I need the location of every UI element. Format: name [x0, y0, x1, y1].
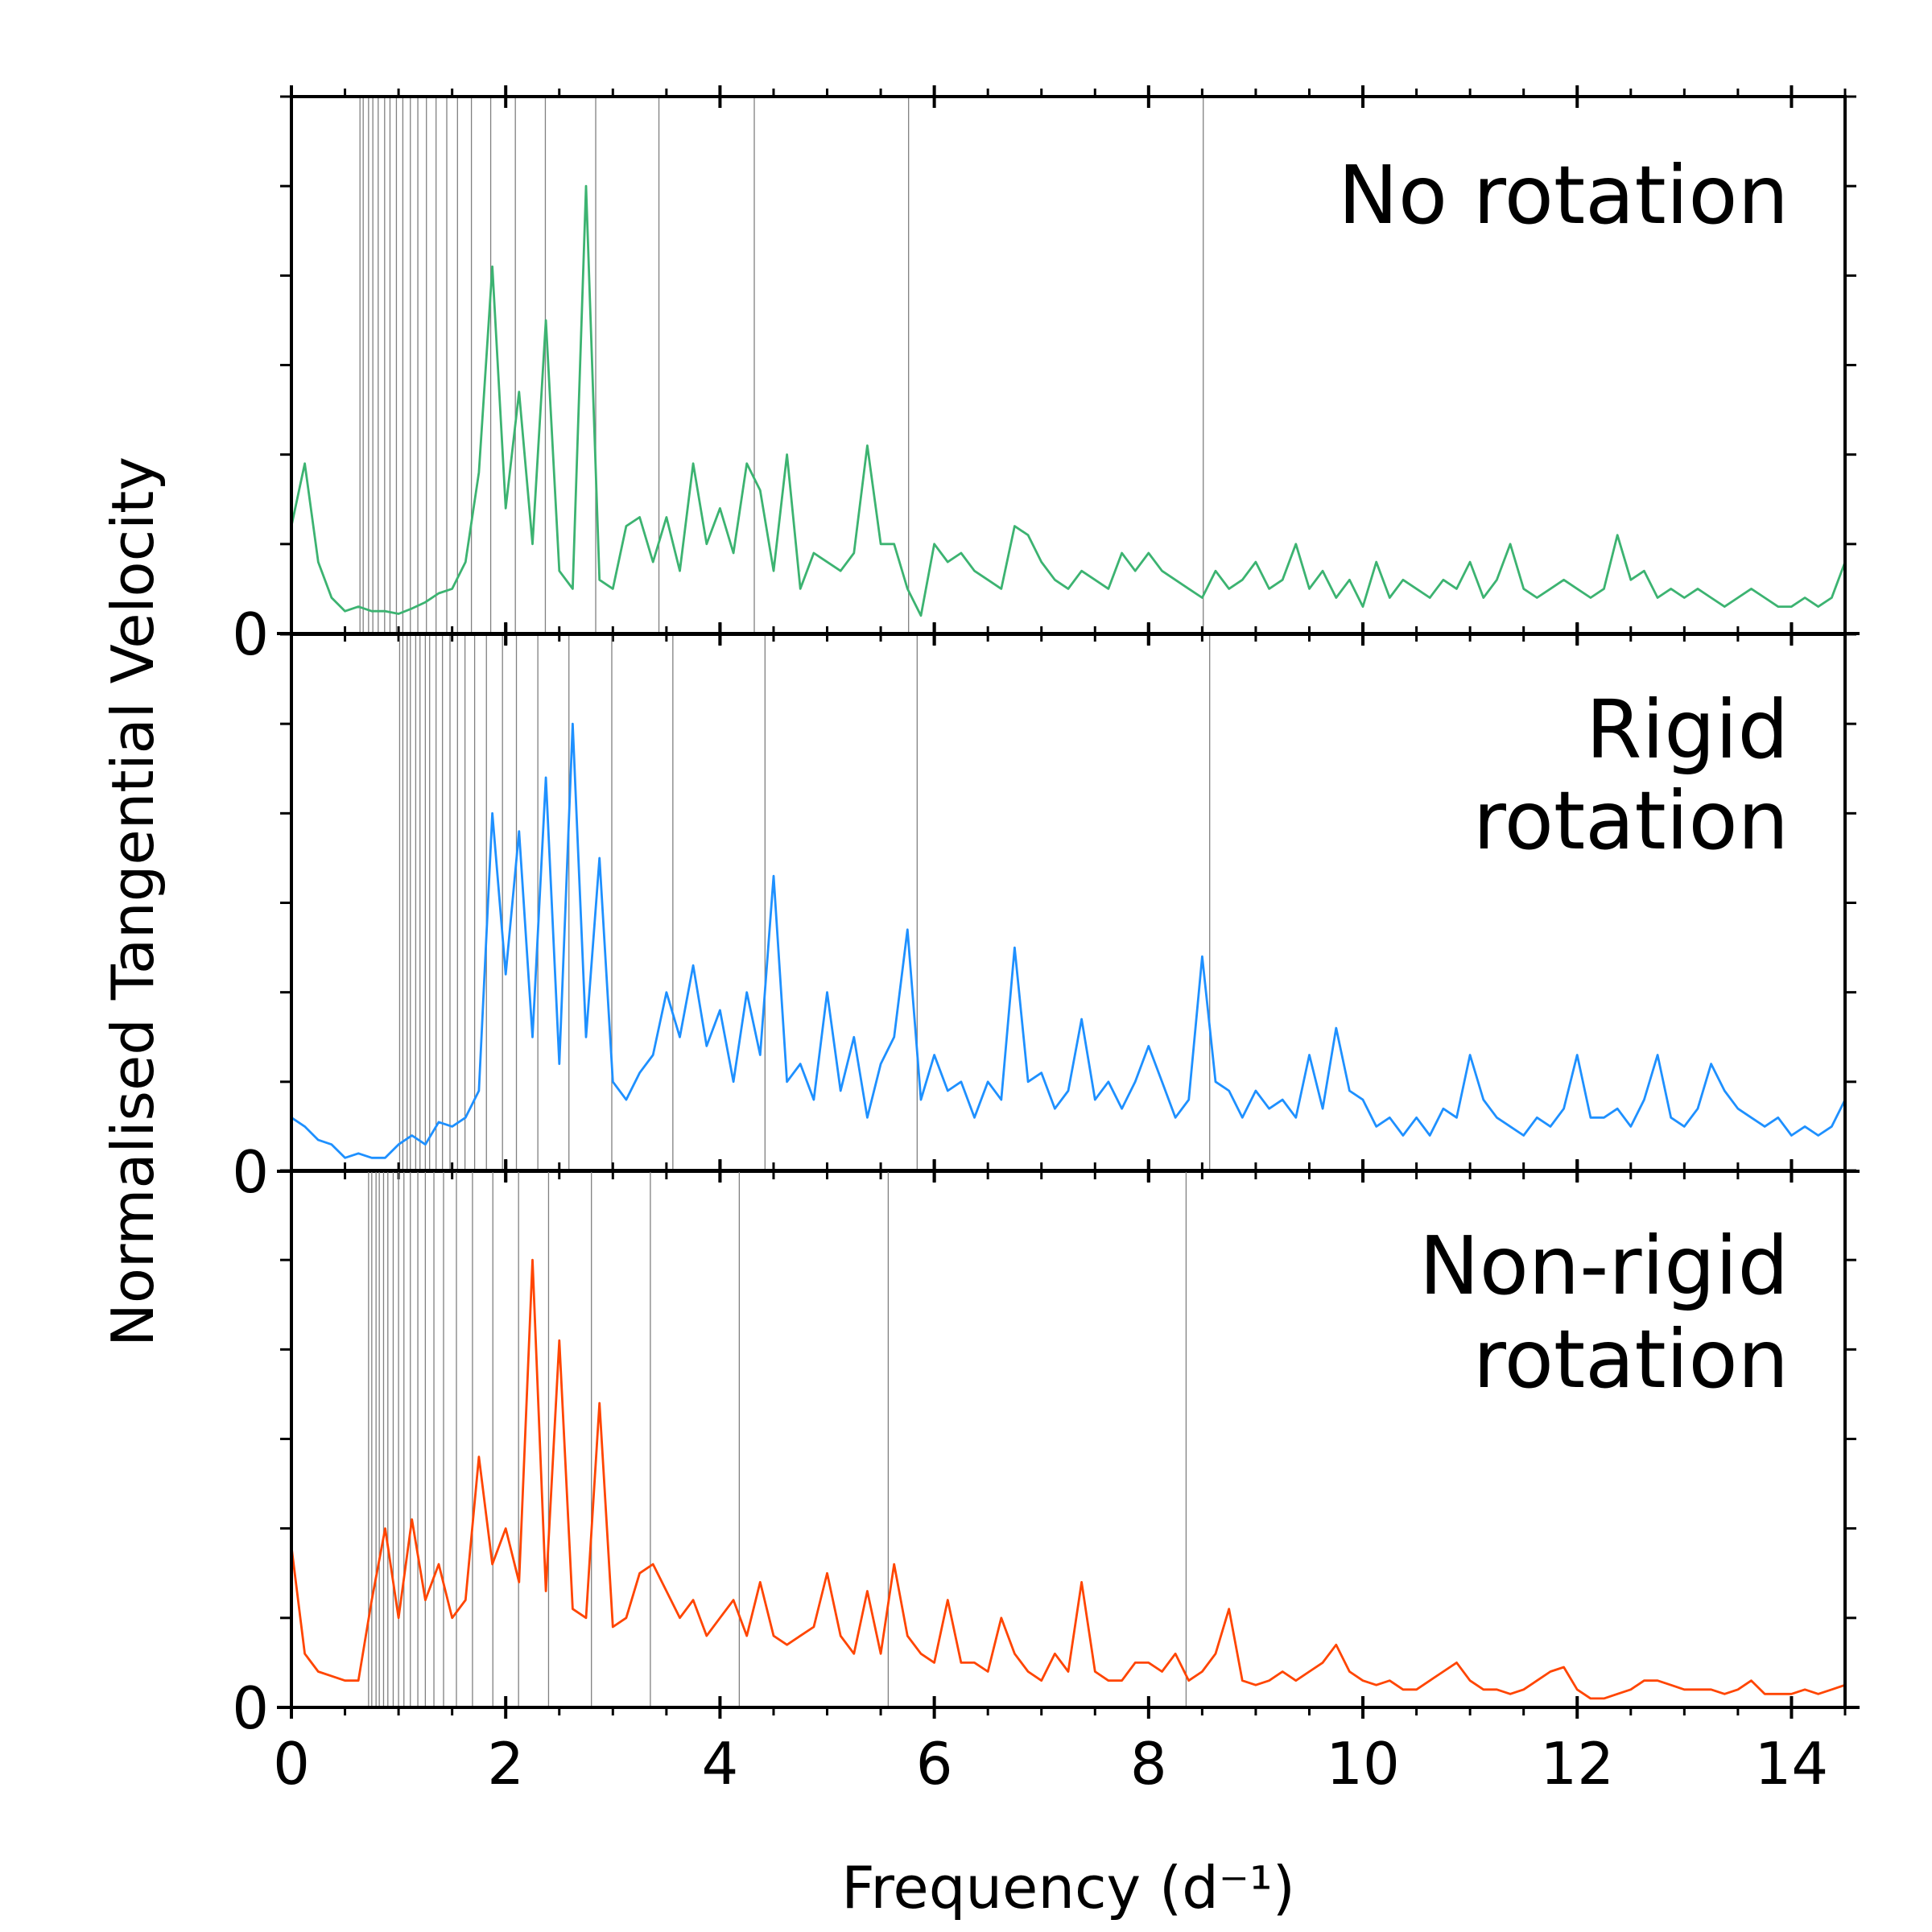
x-tick-label: 6: [916, 1730, 953, 1798]
x-tick-label: 12: [1540, 1730, 1614, 1798]
x-tick-label: 10: [1326, 1730, 1400, 1798]
series-label: Rigid rotation: [1473, 683, 1789, 868]
x-tick-label: 0: [273, 1730, 310, 1798]
data-line: [290, 1258, 1846, 1700]
x-axis-label: Frequency (d⁻¹): [841, 1854, 1295, 1922]
x-tick-label: 8: [1130, 1730, 1167, 1798]
series-label-line: Rigid: [1586, 683, 1789, 777]
series-label: Non-rigid rotation: [1419, 1219, 1789, 1406]
data-line: [290, 184, 1847, 617]
y-tick-label: 0: [232, 1674, 269, 1742]
data-line: [291, 722, 1847, 1159]
series-label-line: rotation: [1473, 1312, 1789, 1406]
y-tick-label: 0: [232, 601, 269, 668]
series-label-line: rotation: [1473, 774, 1789, 868]
x-tick-label: 4: [702, 1730, 739, 1798]
x-tick-label: 2: [487, 1730, 524, 1798]
series-label-line: Non-rigid: [1419, 1219, 1789, 1313]
y-axis-label: Normalised Tangential Velocity: [99, 456, 167, 1347]
series-label: No rotation: [1338, 148, 1789, 242]
x-tick-label: 14: [1755, 1730, 1829, 1798]
y-tick-label: 0: [232, 1138, 269, 1206]
